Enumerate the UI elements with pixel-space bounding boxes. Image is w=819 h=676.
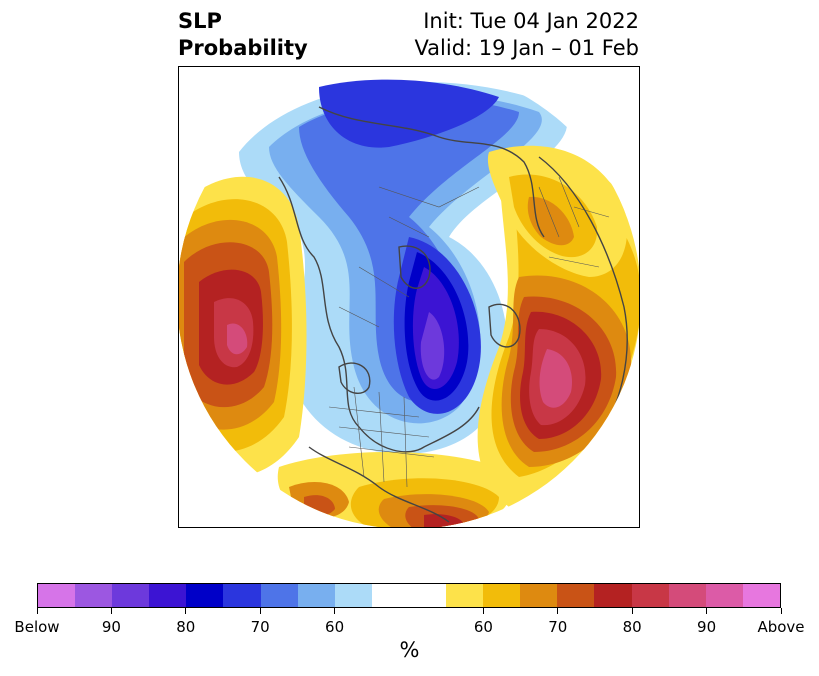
colorbar-unit: %: [399, 638, 420, 662]
below-normal-region: [239, 79, 568, 455]
colorbar-tick-label: 60: [473, 618, 493, 636]
colorbar-cell: [112, 584, 150, 607]
above-normal-south: [277, 452, 512, 527]
above-normal-pacific: [179, 176, 307, 477]
colorbar-cell: [631, 584, 669, 607]
colorbar-tick-label: 90: [101, 618, 121, 636]
title-variable: SLP: [178, 9, 222, 33]
colorbar-cell: [742, 584, 780, 607]
colorbar-tick-label: 80: [176, 618, 196, 636]
colorbar-cell: [186, 584, 224, 607]
colorbar-tick-label: Below: [14, 618, 60, 636]
colorbar-tick: [334, 608, 336, 614]
colorbar-cell: [557, 584, 595, 607]
colorbar-tick-label: 60: [325, 618, 345, 636]
political-borders: [328, 176, 610, 488]
probability-map: [178, 66, 640, 528]
polar-map-svg: [179, 67, 639, 527]
map-dates: Init: Tue 04 Jan 2022 Valid: 19 Jan – 01…: [414, 8, 639, 62]
colorbar-cell: [38, 584, 76, 607]
colorbar-tick-label: 90: [697, 618, 717, 636]
colorbar-tick-label: 70: [548, 618, 568, 636]
colorbar-tick-label: 70: [250, 618, 270, 636]
colorbar-tick: [259, 608, 261, 614]
colorbar-tick: [482, 608, 484, 614]
colorbar-cell: [705, 584, 743, 607]
colorbar-cell: [371, 584, 409, 607]
colorbar-cell: [594, 584, 632, 607]
above-normal-atlantic: [477, 152, 639, 507]
colorbar-tick-label: 80: [622, 618, 642, 636]
colorbar-cell: [260, 584, 298, 607]
colorbar-cell: [446, 584, 484, 607]
colorbar-cell: [223, 584, 261, 607]
colorbar-cell: [297, 584, 335, 607]
colorbar-tick: [631, 608, 633, 614]
valid-period: Valid: 19 Jan – 01 Feb: [414, 36, 639, 60]
colorbar-ticks: Below 90 80 70 60 60 70 80 90 Above: [14, 608, 805, 638]
colorbar-tick: [557, 608, 559, 614]
colorbar-tick: [780, 608, 782, 614]
colorbar-cell: [334, 584, 372, 607]
colorbar-tick-label: Above: [757, 618, 805, 636]
colorbar-cell: [668, 584, 706, 607]
colorbar-cell: [75, 584, 113, 607]
init-date: Init: Tue 04 Jan 2022: [423, 9, 639, 33]
title-quantity: Probability: [178, 36, 308, 60]
colorbar-tick: [185, 608, 187, 614]
colorbar: [37, 583, 781, 608]
map-title: SLP Probability: [178, 8, 308, 62]
colorbar-tick: [706, 608, 708, 614]
colorbar-cell: [483, 584, 521, 607]
colorbar-cell: [520, 584, 558, 607]
colorbar-cell: [408, 584, 447, 607]
colorbar-tick: [36, 608, 38, 614]
colorbar-cell: [149, 584, 187, 607]
colorbar-tick: [110, 608, 112, 614]
